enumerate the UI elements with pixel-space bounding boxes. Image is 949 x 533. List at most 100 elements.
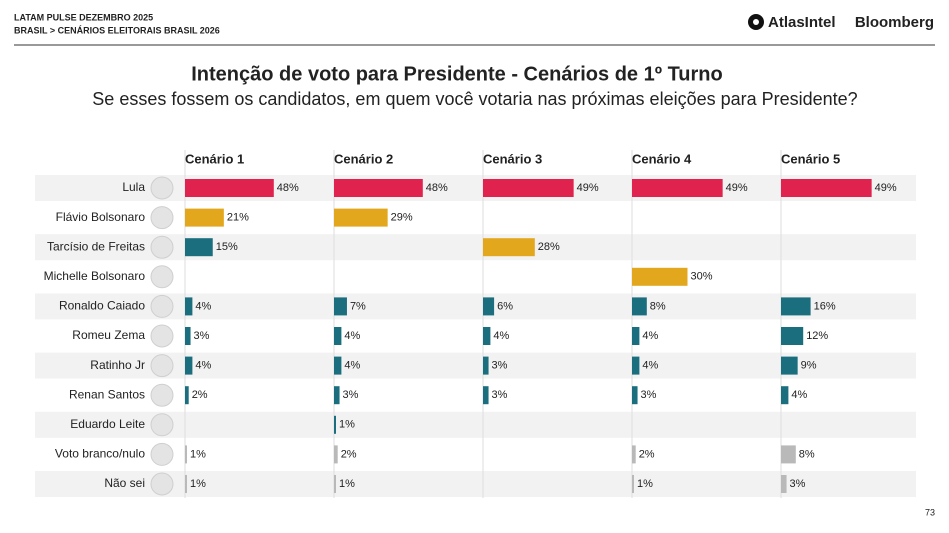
- value-label: 1%: [339, 419, 355, 431]
- bar: [781, 327, 804, 345]
- scenario-title: Cenário 2: [334, 151, 393, 166]
- candidate-name: Voto branco/nulo: [55, 447, 145, 461]
- value-label: 2%: [341, 448, 357, 460]
- scenario-title: Cenário 4: [632, 151, 692, 166]
- row-band: [35, 352, 916, 379]
- value-label: 3%: [492, 389, 508, 401]
- bar: [781, 445, 796, 464]
- bar: [334, 415, 336, 434]
- candidate-name: Lula: [122, 180, 145, 194]
- value-label: 4%: [195, 360, 211, 372]
- value-label: 1%: [339, 478, 355, 490]
- subtitle: Se esses fossem os candidatos, em quem v…: [92, 89, 857, 109]
- bar: [185, 327, 191, 345]
- avatar: [150, 294, 174, 318]
- value-label: 49%: [726, 182, 748, 194]
- bar: [334, 445, 338, 464]
- logo-icon-inner: [753, 19, 759, 25]
- value-label: 21%: [227, 212, 249, 224]
- candidate-name: Romeu Zema: [72, 328, 145, 342]
- value-label: 4%: [195, 300, 211, 312]
- bar: [334, 208, 388, 227]
- bar: [781, 356, 798, 375]
- candidate-name: Michelle Bolsonaro: [44, 269, 146, 283]
- value-label: 8%: [650, 300, 666, 312]
- bar: [483, 179, 574, 197]
- bar: [632, 327, 640, 345]
- value-label: 4%: [642, 330, 658, 342]
- value-label: 2%: [192, 389, 208, 401]
- candidate-name: Tarcísio de Freitas: [47, 239, 145, 253]
- value-label: 2%: [639, 448, 655, 460]
- value-label: 1%: [637, 478, 653, 490]
- bar: [632, 297, 647, 316]
- avatar: [150, 324, 174, 348]
- bar: [334, 297, 347, 316]
- bar: [483, 356, 489, 375]
- row-band: [35, 471, 916, 497]
- bar: [185, 179, 274, 197]
- bar: [334, 179, 423, 197]
- logo-atlas: AtlasIntel: [768, 14, 836, 31]
- value-label: 7%: [350, 300, 366, 312]
- value-label: 49%: [875, 182, 897, 194]
- bar: [483, 238, 535, 257]
- candidate-name: Não sei: [104, 476, 145, 490]
- avatar: [150, 413, 174, 437]
- value-label: 4%: [642, 360, 658, 372]
- bar: [483, 386, 489, 405]
- bar: [781, 179, 872, 197]
- scenario-title: Cenário 1: [185, 151, 244, 166]
- row-band: [35, 293, 916, 320]
- value-label: 1%: [190, 478, 206, 490]
- bar: [781, 297, 811, 316]
- candidate-name: Eduardo Leite: [70, 417, 145, 431]
- value-label: 48%: [426, 182, 448, 194]
- avatar: [150, 265, 174, 289]
- value-label: 16%: [814, 300, 836, 312]
- bar: [185, 208, 224, 227]
- bar: [632, 445, 636, 464]
- bar: [781, 386, 789, 405]
- bar: [632, 179, 723, 197]
- scenario-title: Cenário 3: [483, 151, 542, 166]
- value-label: 30%: [691, 271, 713, 283]
- bar: [334, 386, 340, 405]
- value-label: 3%: [641, 389, 657, 401]
- bar: [334, 475, 336, 493]
- bar: [632, 475, 634, 493]
- chart: Lula Flávio Bolsonaro Tarcísio de Freitas M…: [35, 150, 916, 498]
- row-band: [35, 234, 916, 261]
- value-label: 1%: [190, 448, 206, 460]
- bar: [185, 297, 193, 316]
- bar: [483, 297, 495, 316]
- candidate-name: Ronaldo Caiado: [59, 299, 145, 313]
- row-band: [35, 411, 916, 438]
- bar: [185, 238, 213, 257]
- bar: [334, 327, 342, 345]
- value-label: 12%: [806, 330, 828, 342]
- bar: [185, 386, 189, 405]
- value-label: 4%: [344, 360, 360, 372]
- value-label: 6%: [497, 300, 513, 312]
- avatar: [150, 235, 174, 259]
- value-label: 3%: [790, 478, 806, 490]
- bar: [632, 386, 638, 405]
- bar: [781, 475, 787, 493]
- avatar: [150, 383, 174, 407]
- avatar: [150, 354, 174, 378]
- logo-bloomberg: Bloomberg: [855, 14, 934, 31]
- bar: [334, 356, 342, 375]
- candidate-name: Renan Santos: [69, 387, 145, 401]
- value-label: 3%: [343, 389, 359, 401]
- value-label: 4%: [493, 330, 509, 342]
- value-label: 4%: [344, 330, 360, 342]
- value-label: 9%: [801, 360, 817, 372]
- value-label: 15%: [216, 241, 238, 253]
- bar: [632, 356, 640, 375]
- header-top: LATAM PULSE DEZEMBRO 2025: [14, 12, 153, 22]
- title: Intenção de voto para Presidente - Cenár…: [191, 63, 723, 85]
- scenario-title: Cenário 5: [781, 151, 840, 166]
- value-label: 48%: [277, 182, 299, 194]
- value-label: 49%: [577, 182, 599, 194]
